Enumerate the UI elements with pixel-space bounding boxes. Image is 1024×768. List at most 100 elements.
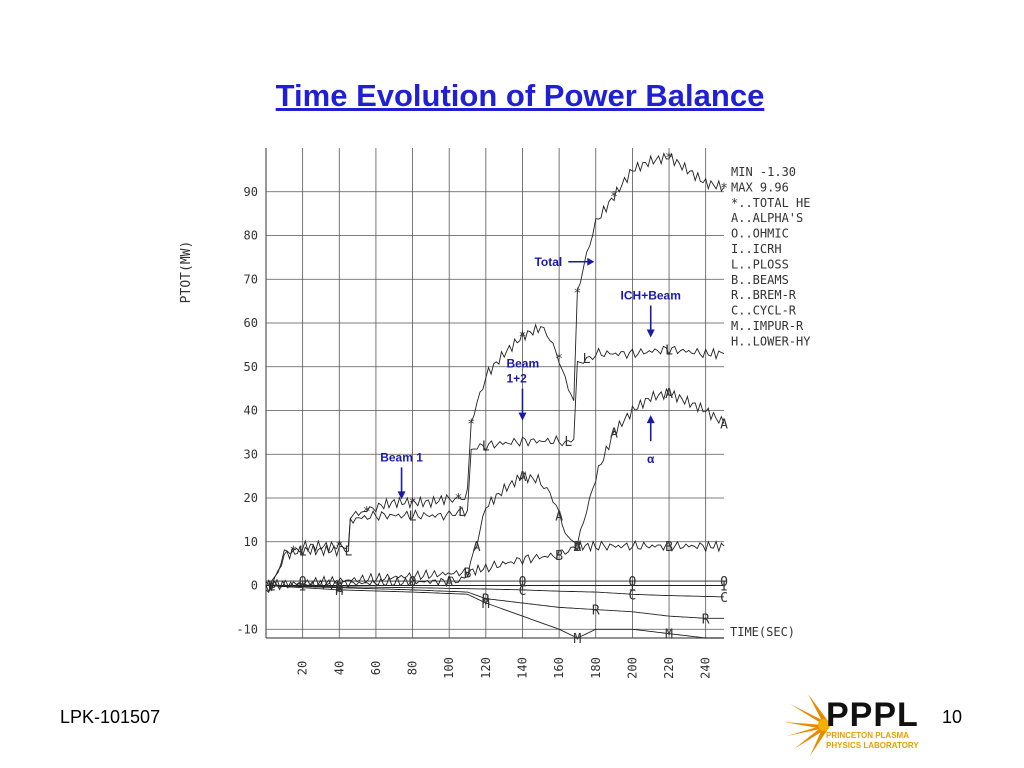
y-tick-label: -10 <box>236 622 258 636</box>
series-marker: * <box>720 181 728 196</box>
series-marker: O <box>299 575 307 590</box>
series-marker: A <box>665 387 673 402</box>
series-marker: I <box>409 580 417 595</box>
x-tick-label: 80 <box>406 661 420 675</box>
series-marker: A <box>720 418 728 433</box>
annotation-label: Total <box>534 255 562 269</box>
y-tick-labels: -10 0 10 20 30 40 50 60 70 80 90 <box>236 185 258 637</box>
series-marker: * <box>610 190 618 205</box>
y-tick-label: 50 <box>244 360 258 374</box>
series-marker: * <box>555 352 563 367</box>
legend-entry: O..OHMIC <box>731 227 789 241</box>
series-marker: B <box>665 540 673 555</box>
series-line-beams <box>265 539 725 589</box>
series-marker: M <box>335 584 343 599</box>
series-marker: * <box>665 151 673 166</box>
series-marker: A <box>574 540 582 555</box>
page-number: 10 <box>942 707 963 727</box>
series-marker: * <box>268 580 276 595</box>
series-marker: C <box>628 588 636 603</box>
series-line-cycl-r <box>266 585 725 598</box>
series-marker: I <box>628 580 636 595</box>
series-marker: A <box>519 470 527 485</box>
series-marker: * <box>519 330 527 345</box>
series-marker: A <box>610 426 618 441</box>
annotation-arrowhead <box>587 257 595 266</box>
x-tick-labels: 20 40 60 80 100 120 140 160 180 200 220 240 <box>296 657 713 679</box>
series-marker: I <box>519 580 527 595</box>
annotation-label: Beam <box>506 357 539 371</box>
series-marker: * <box>454 492 462 507</box>
series-marker: A <box>473 540 481 555</box>
x-tick-label: 200 <box>625 657 639 679</box>
series-marker: C <box>519 584 527 599</box>
logo-subtitle: PRINCETON PLASMA PHYSICS LABORATORY <box>826 731 919 751</box>
series-marker: L <box>665 343 673 358</box>
series-marker: * <box>335 540 343 555</box>
series-marker: R <box>335 582 343 597</box>
legend-entry: *..TOTAL HE <box>731 196 810 210</box>
annotation-arrowhead <box>518 412 527 421</box>
y-tick-label: 80 <box>244 229 258 243</box>
series-marker: L <box>482 440 490 455</box>
series-marker: L <box>268 580 276 595</box>
series-marker: L <box>409 510 417 525</box>
y-tick-label: 10 <box>244 535 258 549</box>
x-axis-label: TIME(SEC) <box>730 625 795 639</box>
y-tick-label: 30 <box>244 447 258 461</box>
x-tick-label: 140 <box>515 657 529 679</box>
series-marker: L <box>564 435 572 450</box>
footer-id: LPK-101507 <box>60 707 161 727</box>
x-tick-label: 120 <box>479 657 493 679</box>
x-tick-label: 100 <box>442 657 456 679</box>
legend-entry: H..LOWER-HY <box>731 334 811 348</box>
series-marker: * <box>574 286 582 301</box>
y-tick-label: 90 <box>244 185 258 199</box>
legend-entry: M..IMPUR-R <box>731 319 804 333</box>
legend-entry: MIN -1.30 <box>731 165 796 179</box>
series-marker: L <box>583 352 591 367</box>
series-line-brem-r <box>265 585 724 619</box>
series-marker: * <box>363 505 371 520</box>
series-marker: R <box>482 593 490 608</box>
y-tick-label: 0 <box>251 579 258 593</box>
legend-entry: A..ALPHA'S <box>731 211 803 225</box>
chart-grid <box>265 148 724 639</box>
series-marker: I <box>299 580 307 595</box>
series-marker: * <box>290 545 298 560</box>
annotation-label: 1+2 <box>506 372 527 386</box>
annotation-label: ICH+Beam <box>621 289 681 303</box>
series-marker: C <box>720 591 728 606</box>
legend-entry: B..BEAMS <box>731 273 789 287</box>
chart-series <box>265 152 725 639</box>
legend-entry: R..BREM-R <box>731 288 797 302</box>
logo-text: PPPL <box>826 696 919 734</box>
x-tick-label: 180 <box>589 657 603 679</box>
logo-subtitle-line2: PHYSICS LABORATORY <box>826 741 919 750</box>
legend-entry: C..CYCL-R <box>731 304 797 318</box>
series-marker: A <box>555 510 563 525</box>
annotation-arrowhead <box>646 415 655 424</box>
series-marker: B <box>574 540 582 555</box>
series-marker: M <box>574 632 582 647</box>
series-marker: M <box>665 628 673 643</box>
x-tick-label: 160 <box>552 657 566 679</box>
series-marker: L <box>458 505 466 520</box>
x-tick-label: 220 <box>662 657 676 679</box>
x-tick-label: 60 <box>369 661 383 675</box>
series-marker: L <box>299 545 307 560</box>
annotation-arrowhead <box>646 329 655 338</box>
slide-title: Time Evolution of Power Balance <box>275 78 765 113</box>
legend-entry: MAX 9.96 <box>731 180 789 194</box>
y-axis-label: PTOT(MW) <box>179 241 194 304</box>
y-tick-label: 20 <box>244 491 258 505</box>
x-tick-label: 40 <box>332 661 346 675</box>
series-line-alpha-s <box>265 387 725 592</box>
y-tick-label: 70 <box>244 272 258 286</box>
series-marker: I <box>720 580 728 595</box>
series-marker: R <box>702 612 710 627</box>
series-marker: O <box>519 575 527 590</box>
pppl-logo-burst-icon <box>784 694 830 756</box>
series-marker: O <box>720 575 728 590</box>
